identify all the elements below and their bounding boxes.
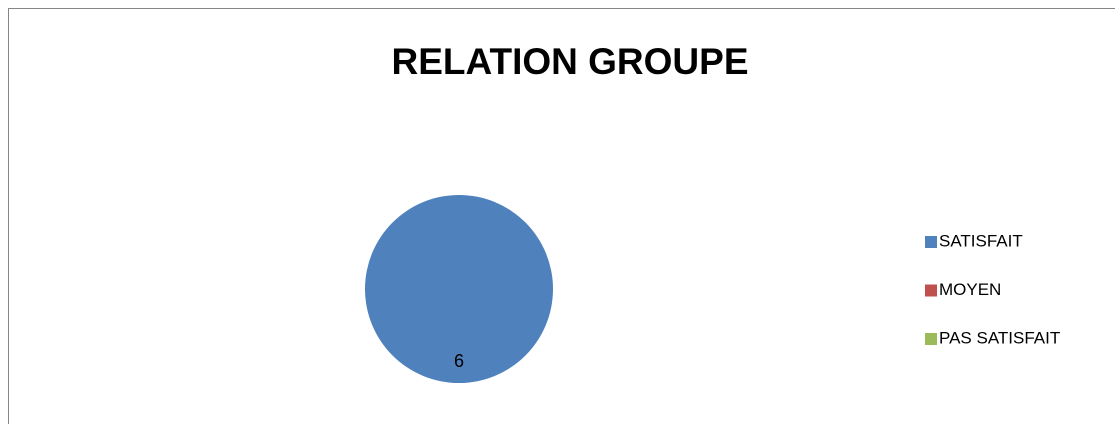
legend-label: MOYEN bbox=[939, 280, 1001, 299]
chart-frame bbox=[8, 8, 1115, 424]
legend-label: PAS SATISFAIT bbox=[939, 328, 1060, 347]
pie-slice bbox=[365, 195, 553, 383]
legend-swatch bbox=[925, 333, 937, 345]
chart-title: RELATION GROUPE bbox=[392, 41, 749, 82]
legend-swatch bbox=[925, 284, 937, 297]
legend-label: SATISFAIT bbox=[939, 231, 1023, 250]
data-label: 6 bbox=[454, 351, 464, 371]
legend-swatch bbox=[925, 236, 937, 248]
